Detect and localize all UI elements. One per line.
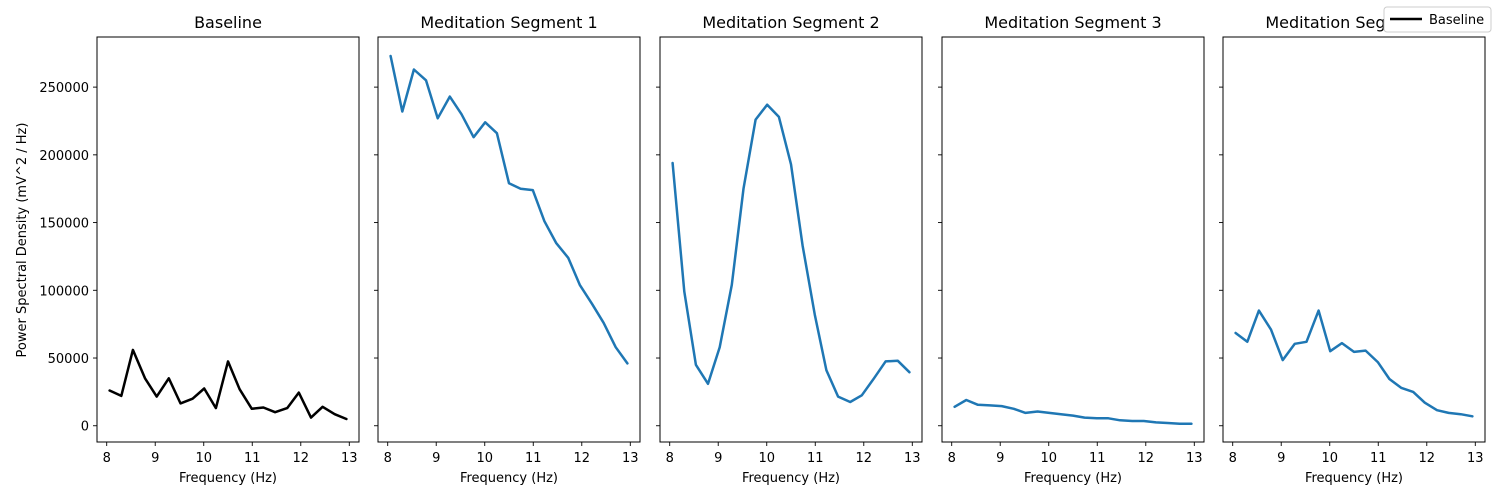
series-line bbox=[671, 103, 911, 404]
plot-frame bbox=[941, 36, 1205, 443]
x-tick-label: 9 bbox=[151, 451, 159, 466]
legend[interactable]: Baseline bbox=[1383, 6, 1492, 33]
x-tick-label: 11 bbox=[1089, 451, 1106, 466]
x-tick-label: 13 bbox=[904, 451, 921, 466]
x-tick-label: 8 bbox=[948, 451, 956, 466]
x-tick-label: 12 bbox=[293, 451, 310, 466]
x-axis-label: Frequency (Hz) bbox=[460, 471, 558, 486]
x-tick-label: 11 bbox=[244, 451, 261, 466]
panel-4: Meditation Segment 3 8 9 10 11 12 13 Frequency … bbox=[938, 13, 1205, 486]
plot-frame bbox=[377, 36, 641, 443]
x-axis-label: Frequency (Hz) bbox=[1305, 471, 1403, 486]
x-tick-label: 8 bbox=[666, 451, 674, 466]
panel-title: Meditation Segment 2 bbox=[702, 13, 879, 32]
x-tick-label: 9 bbox=[1277, 451, 1285, 466]
plot-frame bbox=[96, 36, 360, 443]
x-tick-label: 8 bbox=[384, 451, 392, 466]
x-tick-label: 9 bbox=[432, 451, 440, 466]
y-tick-label: 200000 bbox=[39, 149, 89, 164]
series-line bbox=[108, 348, 348, 421]
panels: Baseline 8 9 10 11 12 13 0 50000 100000 150000 2000… bbox=[39, 13, 1486, 486]
panel-1: Baseline 8 9 10 11 12 13 0 50000 100000 150000 2000… bbox=[39, 13, 360, 486]
panel-5: Meditation Segment 48 9 10 11 12 13Frequency … bbox=[1219, 13, 1486, 486]
x-tick-label: 11 bbox=[807, 451, 824, 466]
x-tick-label: 12 bbox=[1419, 451, 1436, 466]
x-tick-label: 13 bbox=[622, 451, 639, 466]
y-tick-label: 50000 bbox=[48, 352, 89, 367]
x-axis-label: Frequency (Hz) bbox=[1024, 471, 1122, 486]
x-tick-label: 8 bbox=[103, 451, 111, 466]
y-tick-label: 100000 bbox=[39, 284, 89, 299]
x-axis-label: Frequency (Hz) bbox=[179, 471, 277, 486]
x-tick-label: 11 bbox=[525, 451, 542, 466]
x-tick-label: 10 bbox=[1321, 451, 1338, 466]
x-tick-label: 9 bbox=[996, 451, 1004, 466]
x-tick-label: 10 bbox=[758, 451, 775, 466]
panel-title: Baseline bbox=[194, 13, 262, 32]
x-tick-label: 10 bbox=[476, 451, 493, 466]
x-tick-label: 13 bbox=[1186, 451, 1203, 466]
x-tick-label: 9 bbox=[714, 451, 722, 466]
y-tick-label: 150000 bbox=[39, 217, 89, 232]
plot-frame bbox=[659, 36, 923, 443]
series-line bbox=[953, 398, 1193, 425]
series-line bbox=[389, 54, 629, 365]
legend-box bbox=[1383, 6, 1492, 33]
x-tick-label: 11 bbox=[1370, 451, 1387, 466]
x-tick-label: 12 bbox=[856, 451, 873, 466]
panel-title: Meditation Segment 1 bbox=[420, 13, 597, 32]
x-tick-label: 13 bbox=[1467, 451, 1484, 466]
legend-label: Baseline bbox=[1429, 13, 1484, 28]
y-tick-label: 250000 bbox=[39, 81, 89, 96]
panel-2: Meditation Segment 1 8 9 10 11 12 13 Frequency … bbox=[374, 13, 641, 486]
series-line bbox=[1234, 309, 1474, 418]
x-tick-label: 12 bbox=[574, 451, 591, 466]
x-tick-label: 10 bbox=[195, 451, 212, 466]
y-axis-label: Power Spectral Density (mV^2 / Hz) bbox=[15, 123, 30, 358]
x-tick-label: 13 bbox=[341, 451, 358, 466]
x-tick-label: 12 bbox=[1138, 451, 1155, 466]
panel-title: Meditation Segment 3 bbox=[984, 13, 1161, 32]
x-tick-label: 10 bbox=[1040, 451, 1057, 466]
y-tick-label: 0 bbox=[81, 420, 89, 435]
plot-frame bbox=[1222, 36, 1486, 443]
panel-3: Meditation Segment 2 8 9 10 11 12 13 Frequency … bbox=[656, 13, 923, 486]
x-tick-label: 8 bbox=[1229, 451, 1237, 466]
x-axis-label: Frequency (Hz) bbox=[742, 471, 840, 486]
